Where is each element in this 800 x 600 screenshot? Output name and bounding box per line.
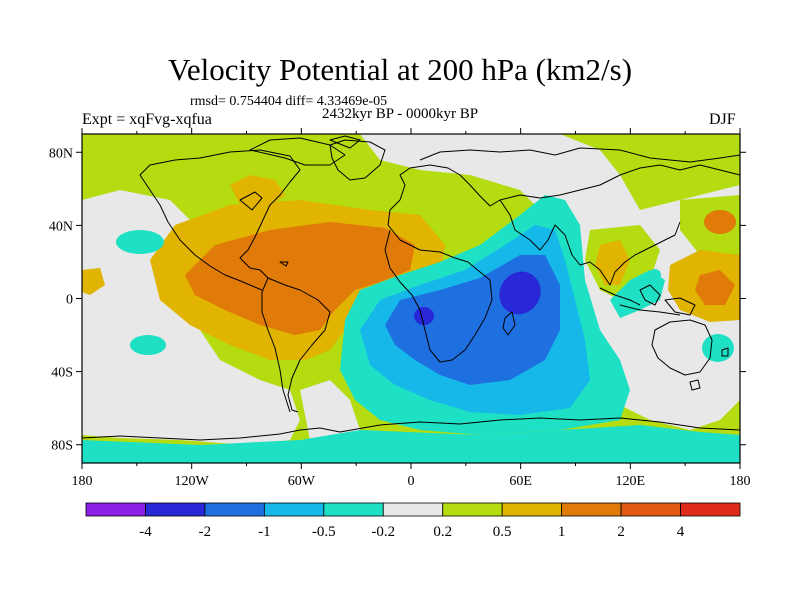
- lat-label: 0: [66, 293, 73, 308]
- colorbar-label: 4: [677, 524, 685, 540]
- colorbar-label: 1: [558, 524, 566, 540]
- period-label: 2432kyr BP - 0000kyr BP: [322, 106, 479, 122]
- colorbar-swatch: [85, 502, 146, 517]
- lon-label: 0: [408, 474, 415, 489]
- colorbar-swatch: [620, 502, 681, 517]
- colorbar-label: 0.5: [493, 524, 512, 540]
- colorbar-label: 0.2: [433, 524, 452, 540]
- colorbar-swatch: [561, 502, 622, 517]
- colorbar-swatch: [680, 502, 741, 517]
- longitude-axis: 180 120W 60W 0 60E 120E 180: [72, 128, 751, 489]
- lat-label: 40N: [49, 219, 73, 234]
- colorbar: -4 -2 -1 -0.5 -0.2 0.2 0.5 1 2 4: [85, 502, 741, 540]
- colorbar-label: -0.2: [371, 524, 395, 540]
- lat-label: 40S: [51, 366, 73, 381]
- colorbar-swatch: [382, 502, 444, 517]
- latitude-axis: 80N 40N 0 40S 80S: [49, 146, 746, 454]
- lat-label: 80S: [51, 439, 73, 454]
- colorbar-label: 2: [617, 524, 625, 540]
- colorbar-swatch: [145, 502, 206, 517]
- velocity-potential-field: [82, 134, 740, 463]
- colorbar-label: -0.5: [312, 524, 336, 540]
- colorbar-swatch: [204, 502, 265, 517]
- lon-label: 180: [72, 474, 93, 489]
- map-title: Velocity Potential at 200 hPa (km2/s): [167, 52, 633, 87]
- rmsd-diff-stats: rmsd= 0.754404 diff= 4.33469e-05: [190, 94, 388, 109]
- lon-label: 60W: [288, 474, 316, 489]
- colorbar-swatch: [263, 502, 325, 517]
- lon-label: 180: [730, 474, 751, 489]
- colorbar-label: -2: [199, 524, 212, 540]
- colorbar-label: -1: [258, 524, 271, 540]
- lon-label: 120W: [175, 474, 210, 489]
- colorbar-swatch: [501, 502, 563, 517]
- experiment-label: Expt = xqFvg-xqfua: [82, 111, 212, 128]
- coastlines: [82, 135, 740, 441]
- colorbar-swatch: [323, 502, 384, 517]
- season-label: DJF: [709, 111, 736, 128]
- lon-label: 60E: [509, 474, 532, 489]
- lat-label: 80N: [49, 146, 73, 161]
- colorbar-label: -4: [139, 524, 152, 540]
- lon-label: 120E: [616, 474, 646, 489]
- colorbar-swatch: [442, 502, 503, 517]
